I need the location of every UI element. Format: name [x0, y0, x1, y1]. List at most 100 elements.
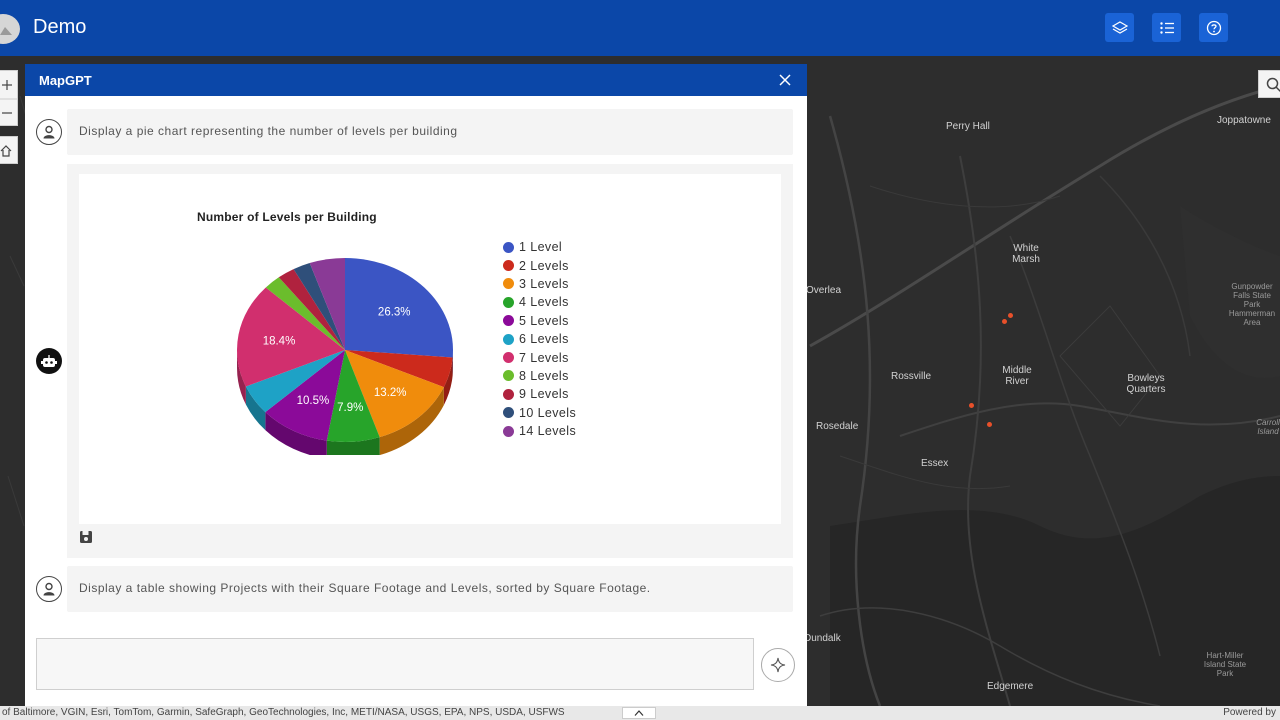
- legend-item[interactable]: 7 Levels: [503, 348, 576, 366]
- legend-item[interactable]: 6 Levels: [503, 330, 576, 348]
- map-label: Edgemere: [987, 681, 1034, 692]
- legend-item[interactable]: 10 Levels: [503, 404, 576, 422]
- app-header: Demo: [0, 0, 1280, 56]
- map-label: Gunpowder Falls State Park Hammerman Are…: [1228, 282, 1276, 327]
- map-label: Bowleys Quarters: [1126, 373, 1166, 395]
- pie-data-label: 18.4%: [263, 335, 296, 347]
- mapgpt-panel: MapGPT Display a pie chart representing …: [25, 64, 807, 706]
- legend-item[interactable]: 9 Levels: [503, 385, 576, 403]
- legend-label: 1 Level: [519, 240, 563, 255]
- legend-item[interactable]: 8 Levels: [503, 367, 576, 385]
- legend-label: 4 Levels: [519, 295, 569, 310]
- pie-side-walls: [237, 350, 453, 455]
- pie-slice-side: [326, 437, 380, 455]
- panel-title: MapGPT: [39, 73, 92, 88]
- layers-icon: [1111, 20, 1128, 34]
- app-title: Demo: [33, 16, 87, 38]
- map-marker[interactable]: [987, 422, 992, 427]
- pie-slice[interactable]: [309, 258, 345, 350]
- bot-message: Number of Levels per Building 26.3% 13.2%…: [67, 164, 793, 558]
- pie-slice-side: [443, 357, 453, 406]
- user-message: Display a pie chart representing the num…: [67, 109, 793, 155]
- map-label: Perry Hall: [946, 121, 990, 132]
- map-search-button[interactable]: [1258, 70, 1280, 98]
- legend-label: 7 Levels: [519, 350, 569, 365]
- map-marker[interactable]: [1002, 319, 1007, 324]
- pie-slice[interactable]: [345, 258, 453, 358]
- legend-label: 8 Levels: [519, 368, 569, 383]
- pie-slice[interactable]: [265, 277, 345, 350]
- legend-swatch: [503, 315, 514, 327]
- chart-title: Number of Levels per Building: [197, 210, 377, 224]
- pie-data-label: 26.3%: [378, 306, 411, 318]
- legend-swatch: [503, 388, 514, 400]
- legend-item[interactable]: 1 Level: [503, 238, 576, 256]
- send-button[interactable]: [761, 648, 795, 682]
- close-icon[interactable]: [777, 72, 793, 88]
- zoom-icons[interactable]: [0, 71, 18, 127]
- pie-slice[interactable]: [345, 350, 444, 438]
- user-icon: [43, 125, 55, 139]
- chart-card: Number of Levels per Building 26.3% 13.2%…: [79, 174, 781, 524]
- legend-swatch: [503, 278, 514, 290]
- powered-by: Powered by: [1223, 707, 1276, 718]
- pie-slice[interactable]: [345, 350, 453, 388]
- map-basemap: [7, 84, 1280, 706]
- help-button[interactable]: [1199, 13, 1228, 42]
- legend-item[interactable]: 2 Levels: [503, 256, 576, 274]
- pie-slice[interactable]: [293, 263, 345, 350]
- legend-swatch: [503, 333, 514, 345]
- pie-slice[interactable]: [245, 350, 345, 413]
- map-marker[interactable]: [969, 403, 974, 408]
- map-label: White Marsh: [1012, 243, 1040, 265]
- map-label: Joppatowne: [1217, 115, 1271, 126]
- map-label: Dundalk: [804, 633, 841, 644]
- legend-swatch: [503, 260, 514, 272]
- help-icon: [1206, 20, 1221, 35]
- layers-button[interactable]: [1105, 13, 1134, 42]
- zoom-controls: [0, 70, 18, 126]
- user-avatar: [36, 119, 62, 145]
- map-label: Overlea: [806, 285, 842, 296]
- legend-label: 5 Levels: [519, 313, 569, 328]
- pie-slice[interactable]: [326, 350, 380, 442]
- search-icon: [1266, 77, 1280, 93]
- message-text: Display a pie chart representing the num…: [79, 124, 458, 138]
- legend-swatch: [503, 241, 514, 253]
- pie-slice-side: [237, 350, 246, 405]
- map-label: Carroll Island: [1256, 418, 1280, 436]
- chat-input[interactable]: [37, 639, 753, 689]
- robot-icon: [41, 355, 57, 367]
- legend-swatch: [503, 370, 514, 382]
- legend-item[interactable]: 14 Levels: [503, 422, 576, 440]
- legend-item[interactable]: 3 Levels: [503, 275, 576, 293]
- chat-history: Display a pie chart representing the num…: [25, 96, 807, 706]
- legend-swatch: [503, 296, 514, 308]
- attribution-toggle[interactable]: [622, 707, 656, 719]
- legend-swatch: [503, 425, 514, 437]
- list-icon: [1159, 21, 1174, 34]
- legend-item[interactable]: 4 Levels: [503, 293, 576, 311]
- home-button[interactable]: [0, 136, 18, 164]
- pie-slice[interactable]: [237, 287, 345, 387]
- user-message: Display a table showing Projects with th…: [67, 566, 793, 612]
- map-label: Middle River: [1002, 365, 1032, 387]
- legend-label: 6 Levels: [519, 332, 569, 347]
- legend-item[interactable]: 5 Levels: [503, 312, 576, 330]
- pie-slice-side: [265, 412, 327, 455]
- chart-legend: 1 Level 2 Levels 3 Levels 4 Levels 5 Levels 6…: [503, 238, 576, 440]
- legend-label: 10 Levels: [519, 405, 577, 420]
- bot-avatar: [36, 348, 62, 374]
- message-text: Display a table showing Projects with th…: [79, 581, 651, 595]
- attribution-text: of Baltimore, VGIN, Esri, TomTom, Garmin…: [2, 707, 565, 718]
- map-attribution: of Baltimore, VGIN, Esri, TomTom, Garmin…: [0, 706, 1280, 720]
- map-marker[interactable]: [1008, 313, 1013, 318]
- pie-chart[interactable]: 26.3% 13.2% 7.9% 10.5% 18.4%: [229, 250, 459, 455]
- user-avatar: [36, 576, 62, 602]
- pie-slice[interactable]: [278, 269, 345, 350]
- chat-input-container: [36, 638, 754, 690]
- save-icon[interactable]: [79, 530, 93, 544]
- pie-slice[interactable]: [265, 350, 345, 441]
- legend-label: 14 Levels: [519, 424, 577, 439]
- list-button[interactable]: [1152, 13, 1181, 42]
